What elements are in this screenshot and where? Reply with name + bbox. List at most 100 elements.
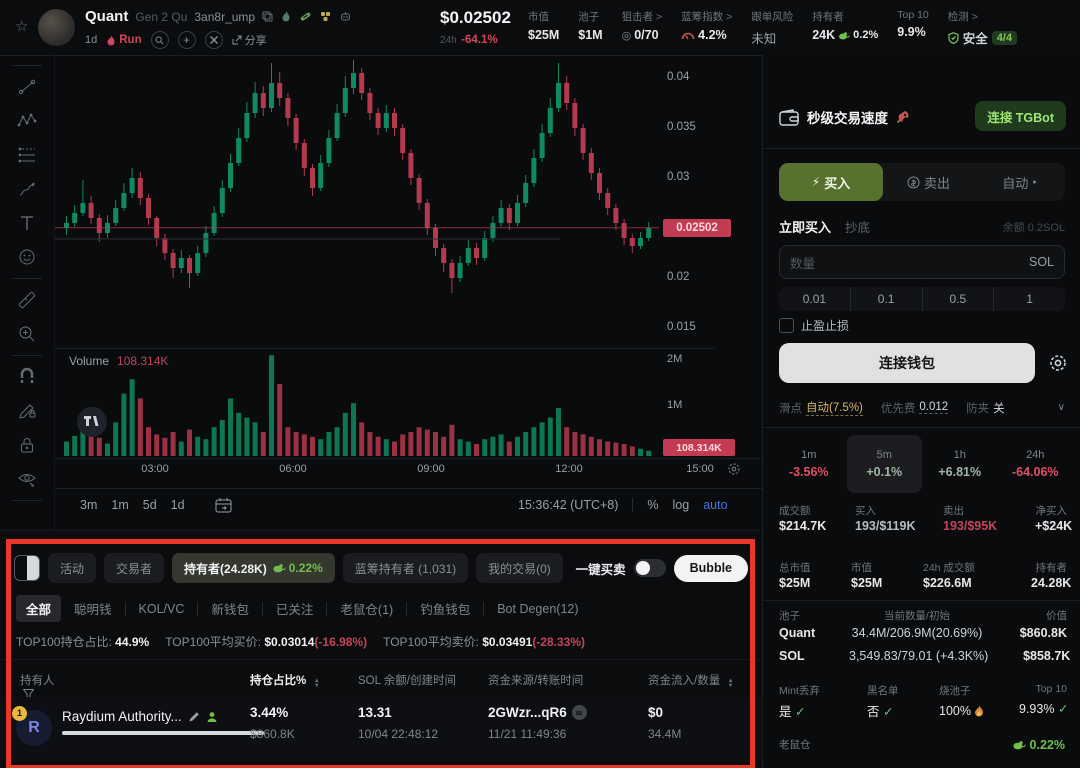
exchange-icon[interactable] [571, 705, 587, 720]
copy-icon[interactable] [262, 11, 273, 22]
stat-bluechip[interactable]: 蓝筹指数 > 4.2% [681, 11, 733, 42]
col-header-source[interactable]: 资金来源/转账时间 [488, 675, 584, 687]
filter-all[interactable]: 全部 [16, 595, 62, 622]
quick-amount-button[interactable]: 0.1 [851, 287, 923, 311]
candlestick-chart[interactable] [55, 55, 762, 465]
time-tick: 09:00 [417, 463, 445, 475]
filter-smart-money[interactable]: 聪明钱 [74, 603, 112, 617]
brush-tool-icon[interactable] [9, 172, 45, 206]
filter-new-wallet[interactable]: 新钱包 [211, 603, 249, 617]
edit-pencil-icon[interactable] [188, 711, 200, 723]
current-price-label: 0.02502 [663, 219, 731, 237]
clock-display[interactable]: 15:36:42 (UTC+8) [518, 498, 619, 512]
priority-value[interactable]: 0.012 [919, 401, 949, 414]
funding-source-address[interactable]: 2GWzr...qR6 [488, 705, 567, 720]
range-1d-button[interactable]: 1d [170, 498, 185, 512]
search-icon[interactable] [150, 31, 169, 49]
tp-sl-checkbox[interactable] [779, 318, 794, 333]
ruler-tool-icon[interactable] [9, 283, 45, 317]
quick-amounts: 0.01 0.1 0.5 1 [779, 287, 1065, 311]
text-tool-icon[interactable] [9, 206, 45, 240]
quick-trade-toggle[interactable] [633, 559, 666, 577]
col-header-holder[interactable]: 持有人 [20, 671, 55, 699]
edit-lock-tool-icon[interactable] [9, 394, 45, 428]
trade-settings-gear-icon[interactable] [1048, 353, 1068, 373]
axis-settings-icon[interactable] [727, 462, 741, 476]
share-button[interactable]: 分享 [232, 32, 267, 48]
buy-now-subtab[interactable]: 立即买入 [779, 220, 832, 235]
period-24h[interactable]: 24h -64.06% [1011, 449, 1059, 479]
token-address[interactable]: 3an8r_ump [194, 9, 256, 24]
tab-holders[interactable]: 持有者(24.28K) 0.22% [172, 553, 335, 583]
quick-amount-button[interactable]: 1 [1026, 292, 1033, 306]
pill-icon[interactable] [299, 10, 312, 23]
col-header-sol[interactable]: SOL 余额/创建时间 [358, 675, 456, 687]
calendar-icon[interactable] [215, 497, 232, 513]
sell-tab[interactable]: 卖出 [883, 173, 974, 192]
stat-audit[interactable]: 检测 > 安全 4/4 [948, 9, 1018, 47]
filter-kol-vc[interactable]: KOL/VC [138, 601, 185, 616]
connect-tgbot-button[interactable]: 连接 TGBot [975, 101, 1066, 131]
log-scale-button[interactable]: log [672, 498, 690, 512]
price-chart-panel: 0.04 0.035 0.03 0.02502 0.02 0.015 Volum… [55, 55, 762, 530]
bundle-icon[interactable] [319, 10, 332, 23]
chevron-down-icon[interactable]: ∨ [1057, 402, 1065, 413]
stat-top10: Top 10 9.9% [897, 9, 929, 39]
lock-tool-icon[interactable] [9, 428, 45, 462]
pane-divider[interactable] [55, 348, 715, 349]
tab-traders[interactable]: 交易者 [104, 553, 165, 583]
zoom-in-tool-icon[interactable] [9, 317, 45, 351]
telegram-icon[interactable]: ✈ [177, 31, 196, 49]
tradingview-logo[interactable] [77, 407, 107, 437]
connect-wallet-button[interactable]: 连接钱包 [779, 343, 1035, 383]
drawing-toolbar [0, 55, 55, 530]
col-header-position[interactable]: 持仓占比% ▲ ▼ [250, 675, 320, 689]
favorite-star-icon[interactable]: ☆ [15, 18, 29, 35]
controls-divider [55, 488, 762, 489]
magnet-tool-icon[interactable] [9, 360, 45, 394]
col-header-inflow[interactable]: 资金流入/数量 ▲ ▼ [648, 675, 734, 689]
filter-bot-degen[interactable]: Bot Degen(12) [497, 601, 579, 616]
token-avatar[interactable] [38, 9, 75, 46]
bot-icon[interactable] [339, 10, 352, 23]
stat-pool: 池子 $1M [578, 11, 603, 42]
period-5m[interactable]: 5m +0.1% [846, 435, 922, 493]
antimev-value[interactable]: 关 [993, 402, 1005, 415]
percent-scale-button[interactable]: % [647, 498, 659, 512]
hide-drawings-tool-icon[interactable] [9, 462, 45, 496]
token-amount: 34.4M [648, 727, 682, 741]
fib-tool-icon[interactable] [9, 138, 45, 172]
collapse-panel-icon[interactable] [14, 555, 40, 581]
slippage-value[interactable]: 自动(7.5%) [806, 399, 863, 416]
run-badge[interactable]: Run [106, 34, 142, 46]
xabcd-pattern-tool-icon[interactable] [9, 104, 45, 138]
filter-phishing-wallet[interactable]: 钓鱼钱包 [420, 603, 471, 617]
range-1m-button[interactable]: 1m [111, 498, 129, 512]
range-5d-button[interactable]: 5d [142, 498, 157, 512]
x-icon[interactable] [204, 31, 223, 49]
trendline-tool-icon[interactable] [9, 70, 45, 104]
range-3m-button[interactable]: 3m [80, 498, 98, 512]
amount-input[interactable]: 数量 SOL [779, 245, 1065, 279]
quick-amount-button[interactable]: 0.01 [779, 287, 851, 311]
filter-following[interactable]: 已关注 [275, 603, 314, 617]
buy-tab[interactable]: ⚡ 买入 [779, 163, 883, 201]
tab-activity[interactable]: 活动 [48, 553, 97, 583]
bubble-button[interactable]: Bubble [673, 554, 748, 582]
flame-icon[interactable] [280, 10, 292, 23]
tab-bluechip-holders[interactable]: 蓝筹持有者 (1,031) [342, 553, 469, 583]
quick-amount-button[interactable]: 0.5 [923, 287, 995, 311]
tab-my-trades[interactable]: 我的交易(0) [476, 553, 563, 583]
dip-subtab[interactable]: 抄底 [845, 221, 871, 235]
period-1m[interactable]: 1m -3.56% [788, 449, 829, 479]
emoji-tool-icon[interactable] [9, 240, 45, 274]
auto-scale-button[interactable]: auto [703, 498, 728, 512]
filter-rat-position[interactable]: 老鼠仓(1) [340, 603, 394, 617]
pool-row-sol: SOL 3,549.83/79.01 (+4.3K%) $858.7K [779, 649, 1071, 663]
auto-tab[interactable]: 自动 ● [1002, 175, 1037, 191]
period-1h[interactable]: 1h +6.81% [938, 449, 982, 479]
holder-name[interactable]: Raydium Authority... [62, 709, 182, 724]
table-row[interactable]: R 1 Raydium Authority... 3.44% $860.8K 1… [0, 697, 762, 761]
follow-user-icon[interactable] [206, 711, 218, 723]
stat-sniper[interactable]: 狙击者 > ◎ 0/70 [621, 11, 663, 42]
